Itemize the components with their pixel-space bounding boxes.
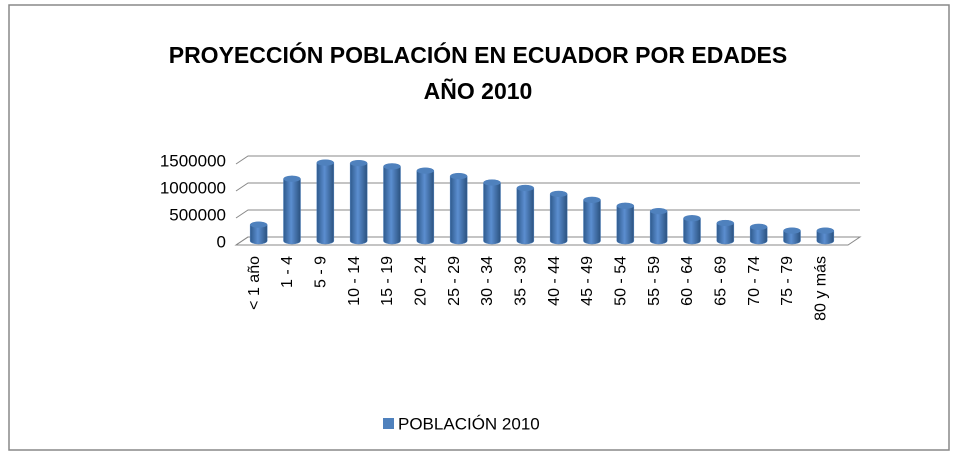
bar: [316, 159, 335, 245]
x-tick-label: 20 - 24: [413, 256, 430, 306]
bar-cap: [316, 159, 334, 166]
x-tick-label: 45 - 49: [579, 256, 596, 306]
x-tick-label: 15 - 19: [379, 256, 396, 306]
bar: [416, 167, 435, 245]
x-tick-label: 35 - 39: [513, 256, 530, 306]
bar-cap: [816, 227, 834, 234]
x-tick-label: 40 - 44: [546, 256, 563, 306]
x-tick-label: 80 y más: [813, 256, 830, 321]
y-tick-label: 500000: [169, 205, 226, 224]
bar: [583, 196, 601, 245]
bar-cap: [383, 163, 401, 170]
bar-cap: [250, 221, 268, 228]
legend-label: POBLACIÓN 2010: [398, 414, 540, 433]
x-tick-label: < 1 año: [246, 256, 263, 310]
bar-cap: [283, 175, 301, 182]
bar-cap: [750, 223, 768, 230]
x-tick-label: 65 - 69: [713, 256, 730, 306]
bar-cap: [450, 173, 468, 180]
x-tick-label: 75 - 79: [779, 256, 796, 306]
chart-border: [8, 4, 950, 451]
bar-cap: [683, 215, 701, 222]
x-tick-label: 1 - 4: [279, 256, 296, 288]
x-tick-label: 50 - 54: [613, 256, 630, 306]
bar-cap: [616, 202, 634, 209]
bar: [516, 184, 535, 245]
x-tick-label: 55 - 59: [646, 256, 663, 306]
bar: [283, 175, 301, 245]
bar-cap: [583, 196, 601, 203]
bar: [449, 172, 468, 245]
grid-line: [235, 182, 860, 192]
bar-cap: [650, 208, 668, 215]
bar: [349, 160, 368, 245]
bar-cap: [516, 185, 534, 192]
x-tick-label: 25 - 29: [446, 256, 463, 306]
legend-swatch: [383, 418, 394, 429]
bar: [616, 202, 635, 245]
bar-cap: [416, 167, 434, 174]
y-tick-label: 1000000: [160, 178, 226, 197]
bar: [549, 190, 568, 245]
bar: [483, 179, 501, 245]
chart-title: PROYECCIÓN POBLACIÓN EN ECUADOR POR EDAD…: [169, 41, 788, 68]
bar: [383, 163, 401, 245]
x-tick-label: 30 - 34: [479, 256, 496, 306]
bar-cap: [483, 179, 501, 186]
bar-cap: [350, 160, 368, 167]
grid-line: [235, 155, 860, 165]
bar-cap: [550, 191, 568, 198]
x-tick-label: 5 - 9: [313, 256, 330, 288]
bar-cap: [783, 227, 801, 234]
chart-title: AÑO 2010: [424, 77, 533, 104]
bar-cap: [716, 220, 734, 227]
x-tick-label: 60 - 64: [679, 256, 696, 306]
x-tick-label: 70 - 74: [746, 256, 763, 306]
y-tick-label: 0: [217, 232, 226, 251]
x-tick-label: 10 - 14: [346, 256, 363, 306]
y-tick-label: 1500000: [160, 151, 226, 170]
